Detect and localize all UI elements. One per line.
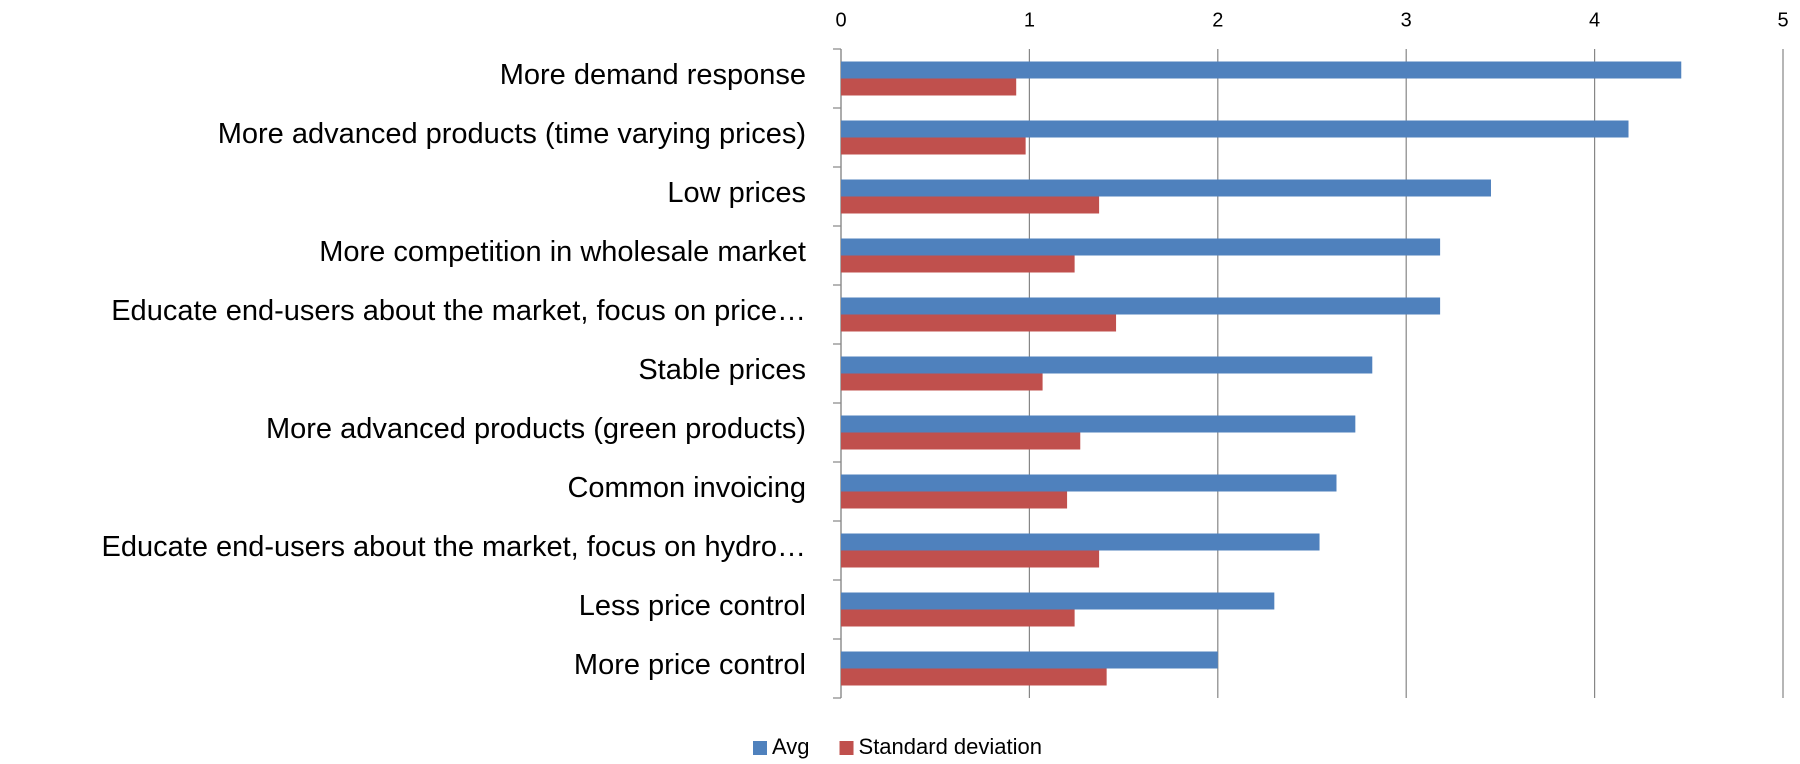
y-tick-label: Less price control	[579, 590, 806, 622]
y-tick-label: More advanced products (green products)	[266, 413, 806, 445]
y-tick-label: Educate end-users about the market, focu…	[111, 295, 806, 327]
x-tick-label: 1	[1024, 9, 1035, 31]
bar	[841, 432, 1081, 450]
bar	[841, 651, 1218, 669]
legend-swatch	[839, 741, 854, 755]
bar	[841, 238, 1441, 256]
bar	[841, 120, 1629, 138]
y-tick-label: More price control	[574, 649, 806, 681]
y-tick-label: Stable prices	[638, 354, 806, 386]
legend-label: Standard deviation	[859, 734, 1042, 759]
x-tick-label: 4	[1589, 9, 1600, 31]
bar	[841, 314, 1117, 332]
x-tick-label: 3	[1401, 9, 1412, 31]
bar	[841, 592, 1275, 610]
bar	[841, 474, 1337, 492]
legend-swatch	[753, 741, 767, 755]
y-tick-label: More competition in wholesale market	[319, 236, 806, 268]
bar	[841, 415, 1356, 433]
bar	[841, 609, 1075, 627]
y-tick-label: More advanced products (time varying pri…	[218, 118, 806, 150]
bar	[841, 550, 1100, 568]
bar	[841, 78, 1017, 96]
bar	[841, 137, 1026, 155]
x-tick-label: 5	[1777, 9, 1788, 31]
bar	[841, 179, 1491, 197]
y-tick-label: More demand response	[500, 59, 806, 91]
x-tick-label: 2	[1212, 9, 1223, 31]
y-tick-label: Educate end-users about the market, focu…	[102, 531, 806, 563]
y-tick-label: Common invoicing	[567, 472, 806, 504]
bar	[841, 255, 1075, 273]
bar	[841, 297, 1441, 315]
bar	[841, 196, 1100, 214]
bar	[841, 491, 1068, 509]
bar	[841, 356, 1373, 374]
bar	[841, 373, 1043, 391]
bar	[841, 61, 1682, 79]
legend-label: Avg	[772, 734, 810, 759]
bar	[841, 533, 1320, 551]
x-tick-label: 0	[835, 9, 846, 31]
bar	[841, 668, 1107, 686]
y-tick-label: Low prices	[667, 177, 806, 209]
